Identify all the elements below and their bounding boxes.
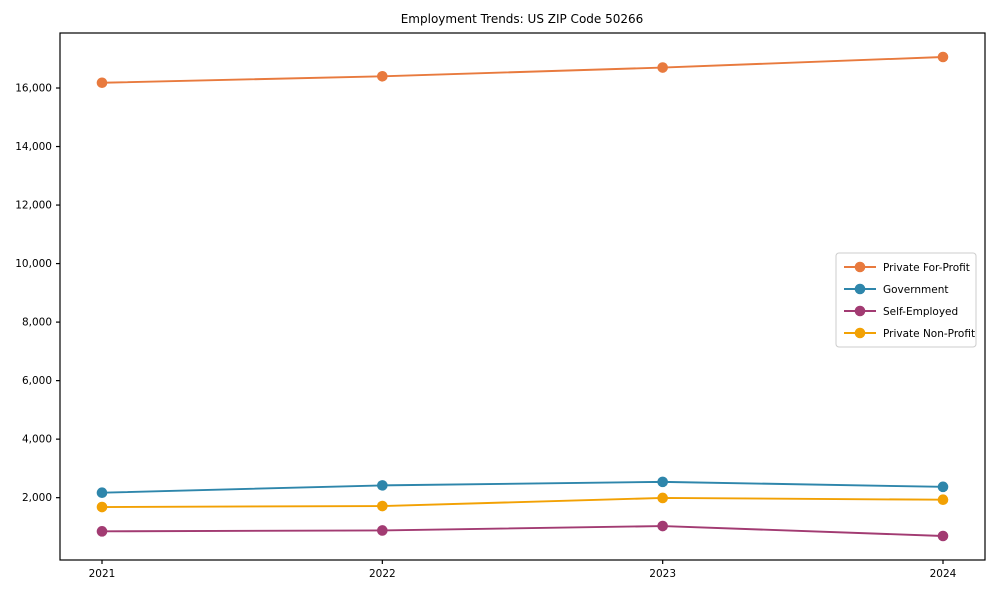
legend-label: Private For-Profit (883, 262, 970, 274)
data-point-marker (657, 520, 668, 532)
x-tick-label: 2024 (930, 568, 957, 580)
x-tick-label: 2023 (649, 568, 676, 580)
legend-item: Private Non-Profit (844, 327, 975, 340)
legend-marker (854, 261, 866, 273)
y-tick-label: 6,000 (22, 375, 52, 387)
y-tick-label: 16,000 (15, 83, 52, 95)
data-point-marker (96, 487, 108, 498)
x-axis: 2021 2022 2023 2024 (89, 560, 957, 580)
y-tick-label: 8,000 (22, 317, 52, 329)
data-point-marker (96, 501, 108, 513)
y-tick-label: 14,000 (15, 141, 52, 153)
series-line (101, 525, 944, 537)
series-private-for-profit (96, 51, 949, 89)
y-tick-label: 10,000 (15, 258, 52, 270)
data-point-marker (657, 492, 668, 504)
data-point-marker (937, 51, 949, 63)
data-point-marker (937, 530, 949, 542)
legend-marker (854, 305, 866, 317)
data-point-marker (96, 77, 108, 89)
series-self-employed (96, 520, 949, 542)
y-tick-label: 2,000 (22, 492, 52, 504)
x-tick-label: 2022 (369, 568, 396, 580)
legend-label: Self-Employed (883, 306, 958, 318)
legend-box (835, 252, 977, 348)
series-government (96, 476, 949, 498)
legend-marker (854, 327, 866, 339)
series-line (101, 497, 944, 508)
plot-frame (59, 32, 986, 561)
data-point-marker (937, 481, 949, 493)
data-point-marker (937, 494, 949, 506)
y-tick-label: 4,000 (22, 434, 52, 446)
data-point-marker (657, 62, 668, 73)
data-point-marker (377, 71, 388, 82)
data-point-marker (96, 526, 108, 537)
legend-item: Self-Employed (844, 305, 958, 318)
series-layer (96, 51, 949, 542)
series-line (101, 480, 944, 494)
data-point-marker (377, 500, 388, 512)
x-tick-label: 2021 (89, 568, 116, 580)
series-line (101, 56, 944, 84)
legend-marker (854, 283, 866, 295)
legend-label: Private Non-Profit (883, 328, 975, 340)
data-point-marker (377, 480, 388, 491)
data-point-marker (657, 476, 668, 488)
series-private-non-profit (96, 492, 949, 513)
legend-item: Government (844, 283, 948, 296)
y-axis: 2,000 4,000 6,000 8,000 10,000 12,000 14,000 16… (15, 83, 60, 504)
legend: Private For-Profit Government Self-Employe… (835, 252, 977, 348)
plot-border (59, 32, 986, 561)
legend-label: Government (883, 284, 948, 296)
y-tick-label: 12,000 (15, 200, 52, 212)
data-point-marker (377, 525, 388, 536)
legend-item: Private For-Profit (844, 261, 970, 274)
chart-title: Employment Trends: US ZIP Code 50266 (401, 12, 644, 26)
